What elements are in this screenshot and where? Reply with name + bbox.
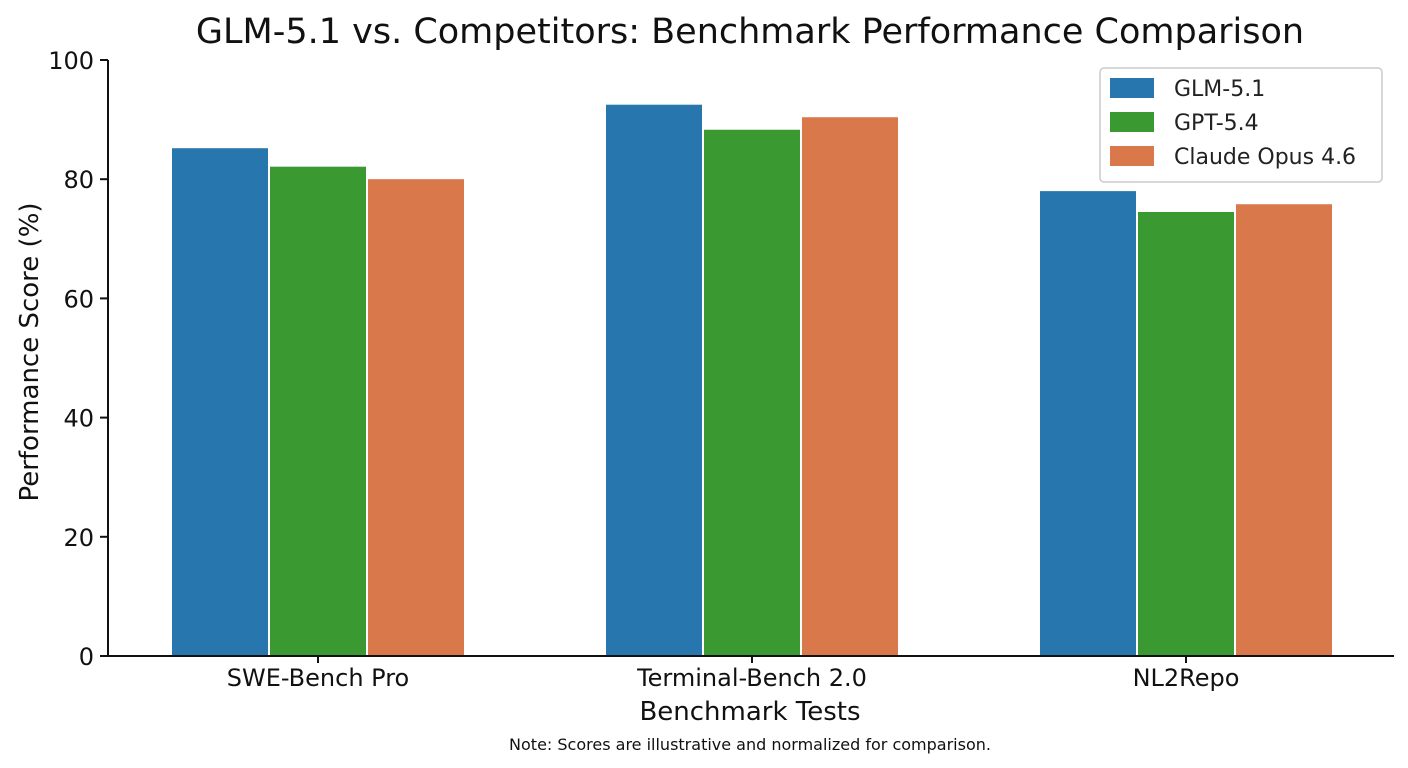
x-axis-ticks: SWE-Bench Pro Terminal-Bench 2.0 NL2Repo: [227, 656, 1240, 692]
y-tick-label: 20: [63, 524, 94, 552]
legend-swatch: [1110, 146, 1154, 166]
legend-swatch: [1110, 112, 1154, 132]
legend: GLM-5.1 GPT-5.4 Claude Opus 4.6: [1099, 67, 1383, 183]
legend-box: [1099, 67, 1383, 183]
bar-claude-opus-4-6-swe-bench-pro: [368, 179, 464, 656]
y-axis-ticks: 0 20 40 60 80 100: [48, 47, 108, 671]
legend-items: GLM-5.1 GPT-5.4 Claude Opus 4.6: [1110, 77, 1356, 170]
y-tick-label: 80: [63, 166, 94, 194]
bar-group: [172, 104, 1332, 657]
x-tick-label: SWE-Bench Pro: [227, 664, 409, 692]
bar-claude-opus-4-6-terminal-bench-2-0: [802, 117, 898, 656]
chart-note: Note: Scores are illustrative and normal…: [509, 735, 991, 754]
bar-glm-5-1-terminal-bench-2-0: [606, 104, 702, 656]
legend-label: GLM-5.1: [1174, 77, 1265, 102]
bar-gpt-5-4-swe-bench-pro: [270, 166, 366, 656]
x-tick-label: NL2Repo: [1133, 664, 1240, 692]
legend-label: Claude Opus 4.6: [1174, 145, 1356, 170]
bar-glm-5-1-swe-bench-pro: [172, 148, 268, 656]
y-tick-label: 100: [48, 47, 94, 75]
bar-claude-opus-4-6-nl2repo: [1236, 204, 1332, 656]
y-tick-label: 40: [63, 405, 94, 433]
y-tick-label: 60: [63, 285, 94, 313]
bar-gpt-5-4-nl2repo: [1138, 211, 1234, 657]
y-axis-title: Performance Score (%): [15, 202, 45, 501]
x-axis-title: Benchmark Tests: [639, 697, 860, 727]
bar-glm-5-1-nl2repo: [1040, 191, 1136, 656]
x-tick-label: Terminal-Bench 2.0: [636, 664, 867, 692]
legend-swatch: [1110, 78, 1154, 98]
bar-gpt-5-4-terminal-bench-2-0: [704, 129, 800, 656]
y-tick-label: 0: [79, 643, 94, 671]
chart-title: GLM-5.1 vs. Competitors: Benchmark Perfo…: [196, 12, 1304, 52]
legend-label: GPT-5.4: [1174, 111, 1259, 136]
